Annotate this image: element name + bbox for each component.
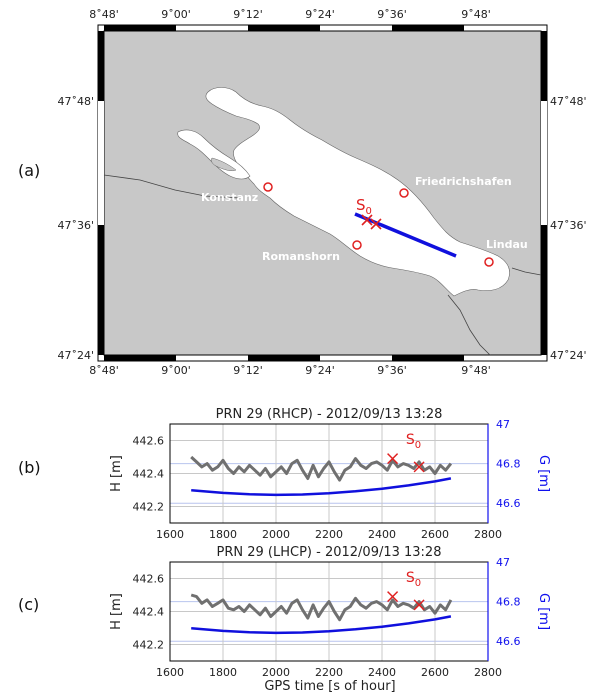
series-G <box>191 615 452 635</box>
y-axis-title-left: H [m] <box>109 593 124 630</box>
x-tick-label: 1600 <box>156 528 184 541</box>
x-tick-label: 2200 <box>315 528 343 541</box>
city-marker <box>263 182 273 192</box>
y-tick-label-right: 46.8 <box>496 596 521 609</box>
lon-ticks-bottom: 8˚48' 9˚00' 9˚12' 9˚24' 9˚36' 9˚48' <box>89 364 491 377</box>
x-tick-label: 2600 <box>421 528 449 541</box>
x-tick-label: 2400 <box>368 666 396 679</box>
y-tick-label-right: 47 <box>496 418 510 431</box>
y-tick-label-right: 47 <box>496 556 510 569</box>
marker-stroke <box>413 599 425 611</box>
city-label: Friedrichshafen <box>415 175 512 188</box>
lat-tick: 47˚36' <box>550 219 587 232</box>
y-tick-label-right: 46.6 <box>496 497 521 510</box>
lake-arm <box>177 129 251 180</box>
country-borders <box>103 174 542 356</box>
x-tick-label: 2000 <box>262 666 290 679</box>
x-tick-label: 1800 <box>209 666 237 679</box>
city-marker <box>484 257 494 267</box>
lat-tick: 47˚36' <box>57 219 94 232</box>
map-panel: Konstanz Friedrichshafen Romanshorn Lind… <box>57 8 586 377</box>
y-tick-label-left: 442.2 <box>133 501 165 514</box>
series-G <box>191 477 452 497</box>
survey-track <box>354 212 457 258</box>
x-tick-label: 1800 <box>209 528 237 541</box>
chart-title: PRN 29 (RHCP) - 2012/09/13 13:28 <box>216 407 443 422</box>
chart-panel-c: PRN 29 (LHCP) - 2012/09/13 13:28 S0 1600 18… <box>109 545 551 679</box>
x-tick-label: 2000 <box>262 528 290 541</box>
city-label: Lindau <box>486 238 528 251</box>
y-tick-label-right: 46.6 <box>496 635 521 648</box>
lon-tick: 8˚48' <box>89 8 119 21</box>
lon-tick: 9˚24' <box>305 8 335 21</box>
marker-stroke <box>387 591 399 603</box>
map-frame <box>97 24 548 362</box>
y-axis-title-left: H [m] <box>109 455 124 492</box>
marker-stroke <box>387 453 399 465</box>
lon-tick: 9˚24' <box>305 364 335 377</box>
city-romanshorn: Romanshorn <box>262 240 362 263</box>
marker-label: S0 <box>406 570 421 589</box>
lat-tick: 47˚48' <box>57 95 94 108</box>
city-label: Romanshorn <box>262 250 340 263</box>
chart-title: PRN 29 (LHCP) - 2012/09/13 13:28 <box>217 545 442 560</box>
lon-tick: 8˚48' <box>89 364 119 377</box>
series-H <box>190 455 453 482</box>
x-axis-title: GPS time [s of hour] <box>264 679 395 694</box>
lat-ticks-left: 47˚48' 47˚36' 47˚24' <box>57 95 94 362</box>
marker-label: S0 <box>406 432 421 451</box>
y-tick-label-left: 442.6 <box>133 573 165 586</box>
city-friedrichshafen: Friedrichshafen <box>399 175 512 198</box>
lon-tick: 9˚00' <box>161 364 191 377</box>
panel-label-b: (b) <box>18 458 41 477</box>
lake-inlet <box>210 157 237 172</box>
y-tick-label-right: 46.8 <box>496 458 521 471</box>
y-tick-label-left: 442.2 <box>133 639 165 652</box>
lon-tick: 9˚48' <box>461 8 491 21</box>
city-marker <box>352 240 362 250</box>
lon-tick: 9˚36' <box>377 364 407 377</box>
marker-x <box>413 461 425 473</box>
lon-tick: 9˚00' <box>161 8 191 21</box>
marker-stroke <box>413 461 425 473</box>
city-marker <box>399 188 409 198</box>
lat-ticks-right: 47˚48' 47˚36' 47˚24' <box>550 95 587 362</box>
lat-tick: 47˚48' <box>550 95 587 108</box>
s0-label: S0 <box>356 196 372 217</box>
x-tick-label: 2400 <box>368 528 396 541</box>
panel-label-c: (c) <box>18 595 39 614</box>
y-axis-title-right: G [m] <box>536 455 551 492</box>
x-tick-label: 2800 <box>474 528 502 541</box>
marker-x <box>413 599 425 611</box>
marker-x <box>387 591 399 603</box>
city-lindau: Lindau <box>484 238 528 267</box>
x-tick-label: 2800 <box>474 666 502 679</box>
lon-tick: 9˚36' <box>377 8 407 21</box>
lon-ticks-top: 8˚48' 9˚00' 9˚12' 9˚24' 9˚36' 9˚48' <box>89 8 491 21</box>
lake-shape <box>205 87 510 297</box>
lat-tick: 47˚24' <box>57 349 94 362</box>
city-label: Konstanz <box>201 191 258 204</box>
x-tick-label: 1600 <box>156 666 184 679</box>
city-konstanz: Konstanz <box>201 182 273 204</box>
lon-tick: 9˚12' <box>233 364 263 377</box>
chart-panel-b: PRN 29 (RHCP) - 2012/09/13 13:28 S0 1600 18… <box>109 407 551 541</box>
panel-label-a: (a) <box>18 161 40 180</box>
y-tick-label-left: 442.4 <box>133 468 165 481</box>
lat-tick: 47˚24' <box>550 349 587 362</box>
series-H <box>190 593 453 622</box>
marker-x <box>387 453 399 465</box>
x-tick-label: 2200 <box>315 666 343 679</box>
y-tick-label-left: 442.6 <box>133 435 165 448</box>
s0-markers <box>361 214 382 230</box>
y-axis-title-right: G [m] <box>536 593 551 630</box>
lon-tick: 9˚12' <box>233 8 263 21</box>
lon-tick: 9˚48' <box>461 364 491 377</box>
x-tick-label: 2600 <box>421 666 449 679</box>
y-tick-label-left: 442.4 <box>133 606 165 619</box>
